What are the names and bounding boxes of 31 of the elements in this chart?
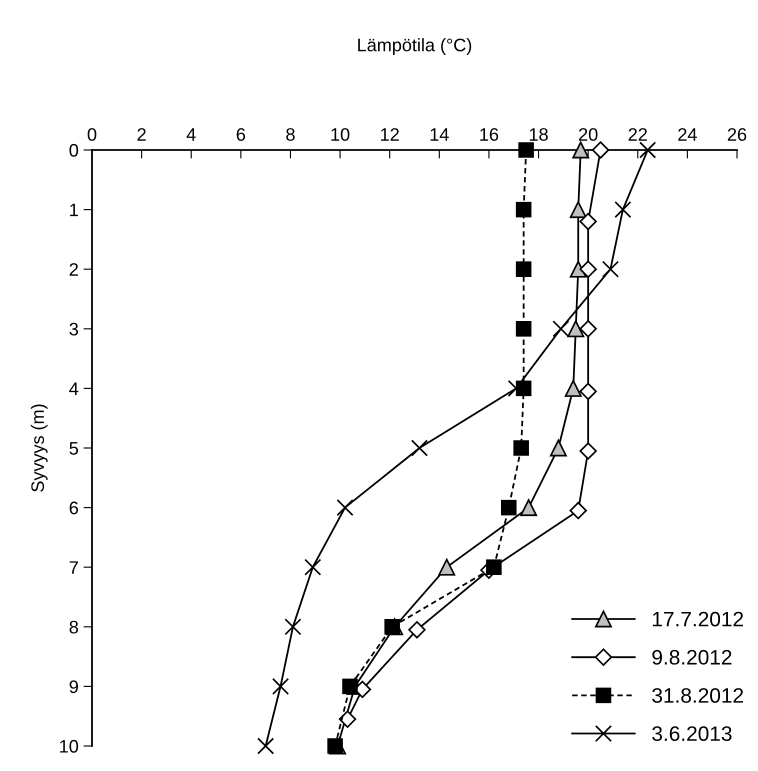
x-tick-label: 8 <box>286 128 295 141</box>
legend-label: 17.7.2012 <box>652 612 744 626</box>
y-tick-label: 0 <box>69 144 78 157</box>
y-tick-label: 5 <box>69 442 78 455</box>
x-tick-label: 26 <box>728 128 746 141</box>
x-tick-label: 12 <box>381 128 399 141</box>
legend-label: 3.6.2013 <box>652 726 732 742</box>
x-tick-label: 20 <box>579 128 598 141</box>
x-tick-label: 4 <box>186 128 196 141</box>
y-tick-label: 6 <box>70 502 78 514</box>
x-tick-label: 2 <box>138 128 146 141</box>
y-tick-label: 10 <box>60 740 78 753</box>
y-axis-title: Syvyys (m) <box>30 404 48 492</box>
y-tick-label: 9 <box>70 680 78 694</box>
x-tick-label: 24 <box>678 128 697 141</box>
x-tick-label: 6 <box>236 128 246 141</box>
x-tick-label: 16 <box>480 128 498 141</box>
legend-label: 31.8.2012 <box>652 688 744 703</box>
x-axis-title: Lämpötila (°C) <box>358 38 472 55</box>
y-tick-label: 4 <box>69 382 78 395</box>
x-tick-label: 18 <box>530 128 548 141</box>
x-tick-label: 22 <box>628 128 647 141</box>
x-tick-label: 10 <box>331 128 350 141</box>
y-tick-label: 3 <box>69 322 78 336</box>
x-tick-label: 14 <box>430 128 449 141</box>
y-tick-label: 8 <box>70 620 78 634</box>
legend-label: 9.8.2012 <box>652 650 732 665</box>
y-tick-label: 7 <box>70 561 78 574</box>
x-tick-label: 0 <box>88 128 96 141</box>
y-tick-label: 2 <box>70 263 78 276</box>
y-tick-label: 1 <box>70 204 78 216</box>
